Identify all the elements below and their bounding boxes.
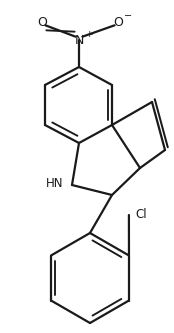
- Text: O: O: [37, 16, 47, 29]
- Text: +: +: [85, 30, 92, 39]
- Text: −: −: [124, 11, 132, 21]
- Text: O: O: [113, 16, 123, 29]
- Text: N: N: [74, 34, 84, 47]
- Text: Cl: Cl: [135, 208, 147, 221]
- Text: HN: HN: [46, 177, 63, 190]
